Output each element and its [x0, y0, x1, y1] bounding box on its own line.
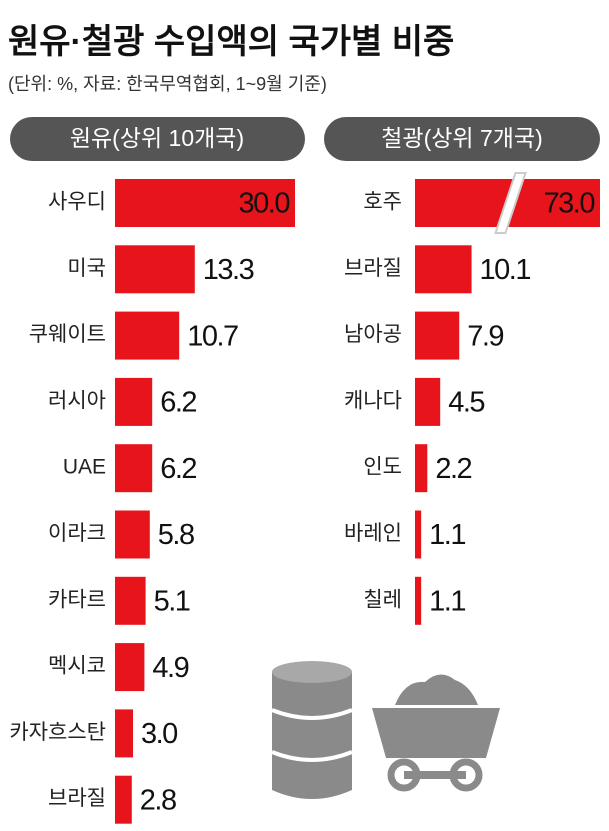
bar [115, 643, 145, 692]
category-label: 호주 [363, 191, 402, 214]
value-label: 2.8 [140, 784, 176, 816]
value-label: 1.1 [429, 519, 465, 551]
value-label: 1.1 [429, 585, 465, 617]
value-label: 4.9 [152, 652, 188, 684]
value-label: 73.0 [544, 188, 595, 220]
category-label: 브라질 [48, 787, 106, 810]
category-label: UAE [63, 456, 106, 479]
bar [115, 576, 146, 625]
bar [415, 576, 422, 625]
category-label: 러시아 [48, 389, 106, 412]
value-label: 13.3 [203, 254, 254, 286]
value-label: 10.1 [480, 254, 531, 286]
category-label: 사우디 [48, 191, 106, 214]
category-label: 멕시코 [48, 655, 106, 678]
panel-title: 원유(상위 10개국) [70, 125, 244, 151]
bar [115, 245, 195, 294]
barrel-icon [271, 661, 353, 799]
title: 원유·철광 수입액의 국가별 비중 [8, 23, 454, 61]
value-label: 5.1 [154, 585, 190, 617]
value-label: 2.2 [435, 453, 471, 485]
bar [415, 245, 472, 294]
bar [415, 311, 460, 360]
bar [115, 709, 133, 758]
category-label: 캐나다 [344, 389, 402, 412]
category-label: 카자흐스탄 [9, 721, 106, 744]
value-label: 5.8 [158, 519, 194, 551]
subtitle: (단위: %, 자료: 한국무역협회, 1~9월 기준) [8, 74, 327, 94]
bar [115, 510, 150, 559]
category-label: 미국 [67, 257, 106, 280]
value-label: 30.0 [239, 188, 290, 220]
value-label: 10.7 [187, 320, 238, 352]
value-label: 7.9 [467, 320, 503, 352]
category-label: 칠레 [363, 588, 402, 611]
category-label: 바레인 [344, 522, 402, 545]
bar [115, 377, 153, 426]
bar [415, 510, 422, 559]
bar [115, 775, 132, 824]
category-label: 쿠웨이트 [29, 323, 106, 346]
axis-break [494, 172, 527, 234]
bar [415, 377, 441, 426]
category-label: 이라크 [48, 522, 106, 545]
panel-header [324, 117, 600, 161]
category-label: 브라질 [344, 257, 402, 280]
bar [115, 179, 295, 227]
panel-header [10, 117, 305, 161]
category-label: 인도 [363, 456, 402, 479]
value-label: 4.5 [448, 387, 484, 419]
panel-title: 철광(상위 7개국) [381, 125, 542, 151]
bar [115, 311, 180, 360]
category-label: 카타르 [48, 588, 106, 611]
value-label: 6.2 [160, 387, 196, 419]
bar [415, 444, 428, 493]
bar [115, 444, 153, 493]
cart-icon [372, 674, 500, 792]
value-label: 6.2 [160, 453, 196, 485]
category-label: 남아공 [344, 323, 402, 346]
value-label: 3.0 [141, 718, 177, 750]
